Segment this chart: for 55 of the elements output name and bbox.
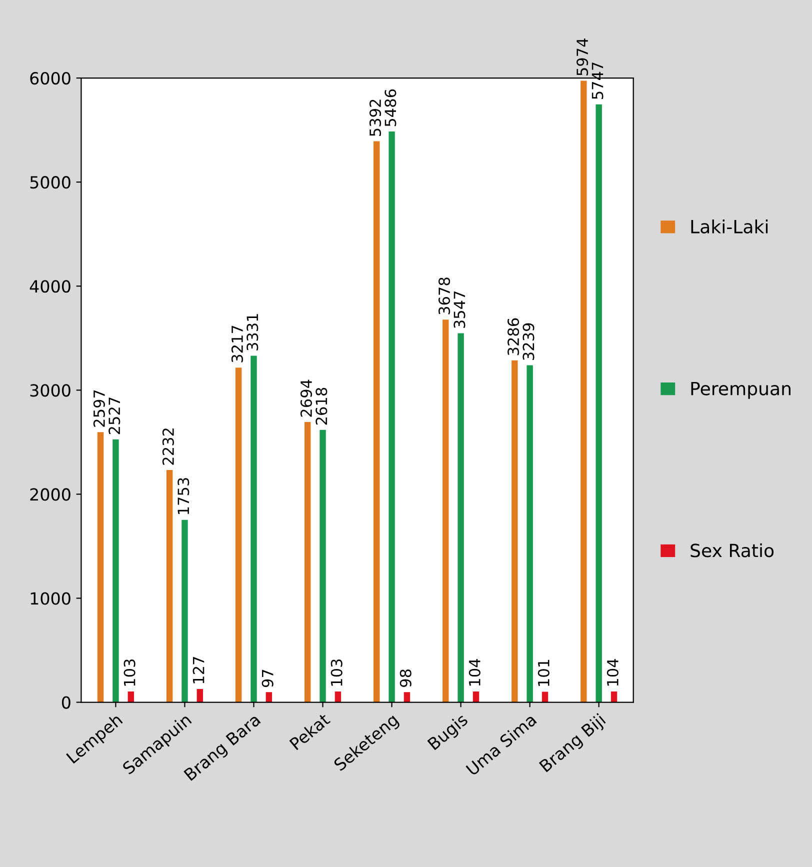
bar xyxy=(196,689,204,702)
data-label: 5974 xyxy=(576,38,588,76)
bar xyxy=(182,520,188,702)
data-label: 104 xyxy=(606,658,618,686)
y-tick-label: 5000 xyxy=(30,176,70,189)
bar xyxy=(266,692,272,702)
data-label: 104 xyxy=(468,658,480,686)
bar xyxy=(374,141,380,702)
y-tick-label: 2000 xyxy=(30,488,70,501)
data-label: 103 xyxy=(330,659,342,686)
bar xyxy=(97,432,104,702)
y-tick-label: 4000 xyxy=(30,280,70,293)
bar xyxy=(250,356,257,702)
bar xyxy=(404,692,410,702)
bar xyxy=(458,333,464,702)
bar xyxy=(388,132,395,702)
data-label: 3217 xyxy=(231,326,243,362)
bar xyxy=(596,104,602,702)
y-tick-label: 1000 xyxy=(30,592,70,605)
data-label: 1753 xyxy=(178,478,190,514)
data-label: 5486 xyxy=(384,89,396,126)
data-label: 101 xyxy=(538,660,550,686)
data-label: 97 xyxy=(262,670,274,688)
data-label: 98 xyxy=(400,670,412,687)
y-tick-label: 6000 xyxy=(30,72,70,85)
legend-label: Perempuan xyxy=(691,382,790,399)
data-label: 2618 xyxy=(316,388,328,425)
data-label: 127 xyxy=(192,657,204,684)
data-label: 3678 xyxy=(438,278,450,314)
data-label: 3239 xyxy=(522,323,534,360)
legend-label: Sex Ratio xyxy=(690,543,774,558)
y-tick-label: 3000 xyxy=(30,384,70,397)
bar xyxy=(580,80,587,702)
data-label: 2694 xyxy=(300,380,312,417)
bar xyxy=(166,470,173,702)
bar xyxy=(112,439,119,702)
bar xyxy=(334,692,342,702)
data-label: 2597 xyxy=(93,390,105,427)
data-label: 2527 xyxy=(108,398,120,434)
legend-label: Laki-Laki xyxy=(691,219,768,234)
bar xyxy=(304,422,311,702)
bar xyxy=(235,368,242,702)
data-label: 2232 xyxy=(162,428,174,465)
data-label: 3286 xyxy=(508,318,520,356)
bar xyxy=(442,320,449,702)
bar xyxy=(128,692,134,702)
bar xyxy=(512,360,518,702)
data-label: 3331 xyxy=(246,314,258,350)
y-tick-label: 0 xyxy=(62,696,70,709)
bar xyxy=(526,365,533,702)
data-label: 3547 xyxy=(454,292,466,328)
bar xyxy=(320,430,326,702)
data-label: 103 xyxy=(124,659,136,686)
data-label: 5747 xyxy=(592,62,604,100)
data-label: 5392 xyxy=(369,100,382,136)
